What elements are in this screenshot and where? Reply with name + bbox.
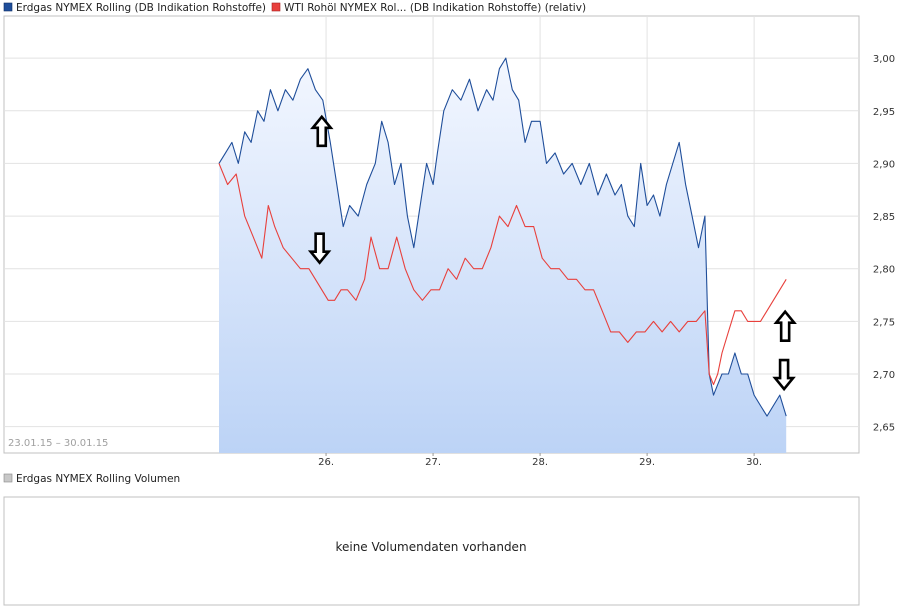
legend-swatch-wti (271, 2, 281, 12)
y-tick-label: 2,85 (873, 212, 895, 223)
x-tick-label: 29. (639, 457, 655, 468)
legend-top: Erdgas NYMEX Rolling (DB Indikation Rohs… (3, 2, 586, 14)
volume-frame (3, 496, 860, 606)
arrow-down-icon (772, 358, 796, 392)
x-tick-label: 28. (532, 457, 548, 468)
volume-empty-message: keine Volumendaten vorhanden (335, 540, 526, 554)
x-tick-label: 27. (425, 457, 441, 468)
x-axis: 26. 27. 28. 29. 30. (318, 453, 762, 468)
area-fill (219, 58, 787, 453)
x-tick-label: 30. (746, 457, 762, 468)
legend-swatch-erdgas (3, 2, 13, 12)
arrow-down-icon (307, 232, 332, 265)
arrow-up-icon (310, 114, 334, 148)
date-range-label: 23.01.15 – 30.01.15 (8, 438, 108, 449)
series-line-0 (218, 57, 787, 417)
annotations (307, 114, 797, 392)
volume-legend: Erdgas NYMEX Rolling Volumen (3, 473, 180, 485)
series-line-1 (218, 163, 787, 386)
y-tick-label: 2,95 (873, 107, 895, 118)
arrow-up-icon (773, 309, 797, 342)
legend-label-volume: Erdgas NYMEX Rolling Volumen (16, 473, 180, 485)
y-tick-label: 2,70 (873, 370, 895, 381)
y-tick-label: 2,75 (873, 317, 895, 328)
y-tick-label: 2,80 (873, 265, 895, 276)
series-lines (218, 57, 787, 417)
legend-label-wti: WTI Rohöl NYMEX Rol... (DB Indikation Ro… (284, 2, 586, 14)
series-area-0 (219, 58, 787, 453)
x-tick-label: 26. (318, 457, 334, 468)
y-tick-label: 2,65 (873, 423, 895, 434)
legend-label-erdgas: Erdgas NYMEX Rolling (DB Indikation Rohs… (16, 2, 266, 14)
y-tick-label: 3,00 (873, 54, 895, 65)
y-axis: 2,65 2,70 2,75 2,80 2,85 2,90 2,95 3,00 (873, 54, 895, 434)
y-tick-label: 2,90 (873, 159, 895, 170)
legend-swatch-volume (3, 473, 13, 483)
